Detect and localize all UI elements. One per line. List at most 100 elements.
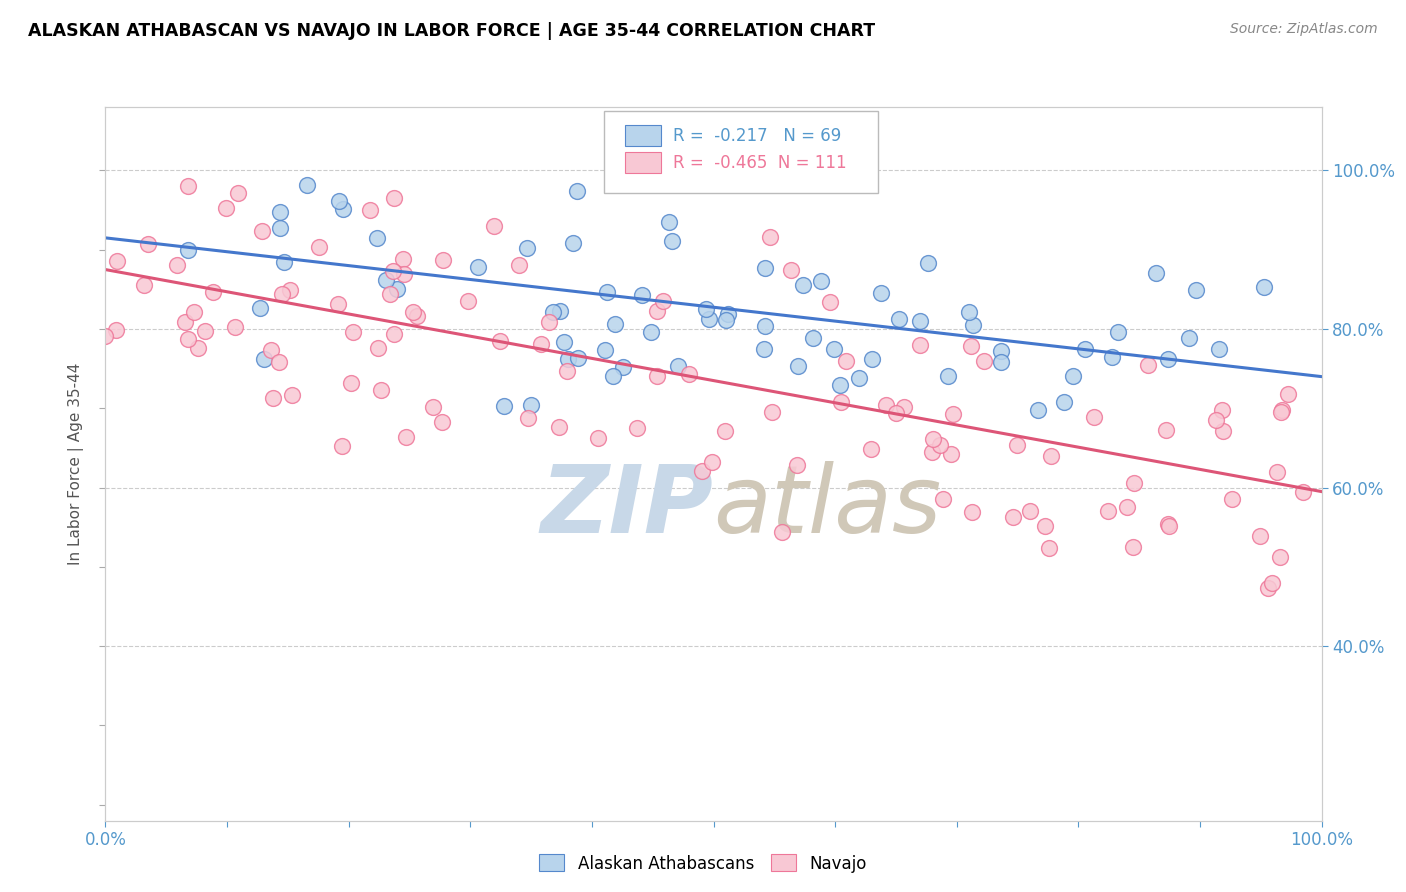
Point <box>262 391 284 405</box>
Point <box>561 235 583 250</box>
Point <box>928 438 950 452</box>
Point <box>1033 519 1056 533</box>
Point <box>378 286 401 301</box>
Point <box>186 341 208 355</box>
Point <box>754 342 776 356</box>
Point <box>990 354 1012 368</box>
Point <box>1292 484 1315 499</box>
Point <box>631 287 654 301</box>
Point <box>342 325 364 339</box>
Point <box>194 324 217 338</box>
Point <box>714 312 737 326</box>
Point <box>1002 509 1025 524</box>
Point <box>828 378 851 392</box>
Point <box>183 304 205 318</box>
Point <box>489 334 512 348</box>
Point <box>228 186 250 200</box>
Text: Source: ZipAtlas.com: Source: ZipAtlas.com <box>1230 22 1378 37</box>
Point <box>1115 500 1137 515</box>
Point <box>548 303 571 318</box>
Text: ZIP: ZIP <box>541 460 713 553</box>
Point <box>957 304 980 318</box>
Point <box>1156 423 1178 437</box>
Point <box>520 398 543 412</box>
Point <box>269 221 291 235</box>
Point <box>830 394 852 409</box>
Point <box>1123 476 1146 491</box>
Point <box>942 407 965 421</box>
Point <box>173 316 195 330</box>
Point <box>887 311 910 326</box>
Legend: Alaskan Athabascans, Navajo: Alaskan Athabascans, Navajo <box>533 847 873 880</box>
Point <box>695 301 717 316</box>
Point <box>382 327 405 342</box>
Point <box>717 307 740 321</box>
Point <box>645 369 668 384</box>
FancyBboxPatch shape <box>624 125 661 146</box>
Point <box>406 309 429 323</box>
Point <box>508 258 530 272</box>
Point <box>278 283 301 297</box>
Point <box>1211 403 1233 417</box>
Point <box>1277 386 1299 401</box>
Point <box>1101 350 1123 364</box>
Point <box>295 178 318 193</box>
Point <box>661 234 683 248</box>
Point <box>1249 529 1271 543</box>
Point <box>1038 541 1060 555</box>
Text: R =  -0.465  N = 111: R = -0.465 N = 111 <box>673 153 846 171</box>
Point <box>392 268 415 282</box>
Point <box>548 420 571 434</box>
Point <box>960 339 983 353</box>
Point <box>326 296 349 310</box>
Point <box>555 364 578 378</box>
Point <box>666 359 689 373</box>
Point <box>176 332 198 346</box>
Point <box>1074 342 1097 356</box>
Point <box>780 263 803 277</box>
Point <box>384 190 406 204</box>
Point <box>1265 465 1288 479</box>
Point <box>908 338 931 352</box>
Point <box>395 429 418 443</box>
Point <box>626 421 648 435</box>
Point <box>482 219 505 233</box>
Point <box>690 464 713 478</box>
Point <box>391 252 413 266</box>
Point <box>893 400 915 414</box>
Point <box>908 314 931 328</box>
Point <box>1253 280 1275 294</box>
Point <box>651 293 673 308</box>
Point <box>932 491 955 506</box>
Point <box>270 287 292 301</box>
Point <box>105 323 128 337</box>
Point <box>973 354 995 368</box>
Point <box>787 359 810 373</box>
Point <box>860 351 883 366</box>
Point <box>224 319 246 334</box>
Text: atlas: atlas <box>713 461 942 552</box>
Point <box>134 278 156 293</box>
Point <box>1157 516 1180 531</box>
Point <box>593 343 616 357</box>
Point <box>385 282 408 296</box>
Point <box>702 455 724 469</box>
Point <box>645 303 668 318</box>
Point <box>177 243 200 257</box>
Point <box>678 367 700 381</box>
Point <box>269 204 291 219</box>
Point <box>1205 413 1227 427</box>
Point <box>1053 394 1076 409</box>
Point <box>960 505 983 519</box>
Point <box>105 254 128 268</box>
Point <box>869 286 891 301</box>
Point <box>492 400 515 414</box>
Point <box>432 252 454 267</box>
Y-axis label: In Labor Force | Age 35-44: In Labor Force | Age 35-44 <box>67 363 84 565</box>
Point <box>1122 540 1144 554</box>
Point <box>605 317 627 331</box>
Point <box>1107 325 1129 339</box>
Point <box>1005 438 1028 452</box>
Point <box>941 447 963 461</box>
Point <box>1040 449 1063 463</box>
